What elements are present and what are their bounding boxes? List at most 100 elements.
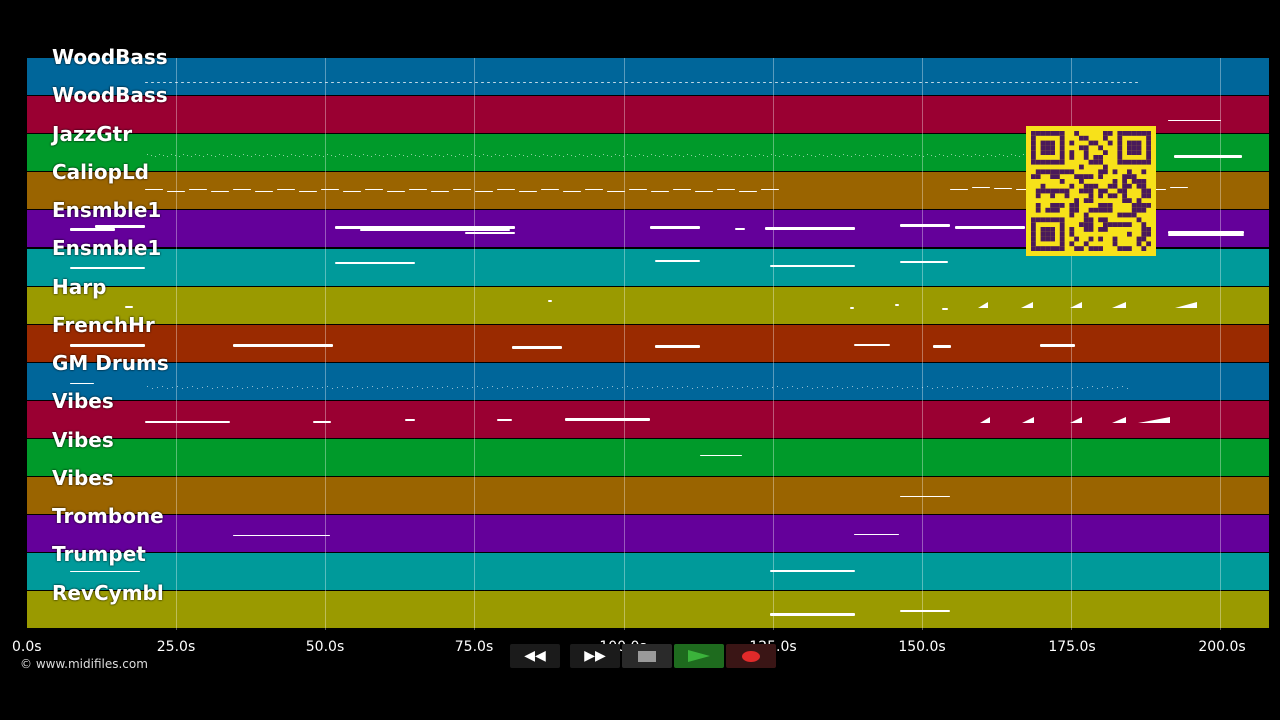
midi-note <box>927 154 928 155</box>
midi-note <box>835 155 836 156</box>
midi-note <box>782 388 783 389</box>
track-lane <box>27 324 1269 363</box>
midi-note <box>295 82 298 83</box>
midi-note <box>817 82 820 83</box>
midi-note <box>917 388 918 389</box>
midi-note <box>517 387 518 388</box>
midi-note <box>987 154 988 155</box>
midi-note <box>319 155 320 156</box>
midi-note <box>853 82 856 83</box>
midi-note <box>805 82 808 83</box>
midi-note <box>852 386 853 387</box>
midi-note <box>239 156 240 157</box>
midi-note <box>367 387 368 388</box>
midi-note <box>251 156 252 157</box>
midi-note <box>733 82 736 83</box>
midi-note <box>875 156 876 157</box>
track-label: Trombone <box>52 504 164 528</box>
midi-note <box>687 386 688 387</box>
midi-note <box>759 154 760 155</box>
midi-note <box>843 154 844 155</box>
midi-note <box>803 156 804 157</box>
midi-note <box>763 82 766 83</box>
midi-note <box>403 82 406 83</box>
midi-note <box>427 155 428 156</box>
midi-note <box>629 189 647 190</box>
midi-note <box>742 387 743 388</box>
midi-note <box>70 228 115 231</box>
midi-note <box>287 156 288 157</box>
midi-note <box>691 82 694 83</box>
midi-note <box>535 155 536 156</box>
midi-note <box>832 387 833 388</box>
midi-note <box>612 386 613 387</box>
midi-note <box>299 156 300 157</box>
fast-forward-button[interactable]: ▶▶ <box>570 644 620 668</box>
midi-note <box>1052 388 1053 389</box>
midi-note <box>313 82 316 83</box>
midi-note <box>829 82 832 83</box>
rewind-button[interactable]: ◀◀ <box>510 644 560 668</box>
track-lane <box>27 439 1269 477</box>
midi-note <box>647 388 648 389</box>
midi-note <box>551 156 552 157</box>
qr-code[interactable] <box>1026 126 1156 256</box>
midi-note <box>203 156 204 157</box>
midi-note <box>902 388 903 389</box>
midi-note <box>559 82 562 83</box>
midi-note <box>947 156 948 157</box>
midi-note <box>619 82 622 83</box>
midi-note <box>277 82 280 83</box>
midi-note <box>763 155 764 156</box>
midi-note <box>379 82 382 83</box>
midi-note <box>871 82 874 83</box>
midi-note <box>362 388 363 389</box>
midi-note <box>539 156 540 157</box>
midi-note <box>637 387 638 388</box>
midi-note <box>407 156 408 157</box>
midi-note <box>331 82 334 83</box>
stop-button[interactable] <box>622 644 672 668</box>
midi-note <box>499 82 502 83</box>
midi-note <box>435 154 436 155</box>
midi-note <box>931 155 932 156</box>
midi-note <box>357 386 358 387</box>
midi-note <box>747 386 748 387</box>
midi-note <box>775 82 778 83</box>
midi-note <box>377 388 378 389</box>
midi-note <box>767 388 768 389</box>
midi-note <box>811 82 814 83</box>
time-tick-label: 75.0s <box>454 639 494 655</box>
midi-note <box>743 156 744 157</box>
midi-note <box>991 82 994 83</box>
midi-note <box>925 82 928 83</box>
midi-note <box>607 191 625 192</box>
midi-note <box>1027 82 1030 83</box>
track-label: Ensmble1 <box>52 198 162 222</box>
play-button[interactable] <box>674 644 724 668</box>
midi-note <box>307 155 308 156</box>
midi-note <box>1111 82 1114 83</box>
midi-note <box>1007 388 1008 389</box>
midi-note <box>703 155 704 156</box>
midi-note <box>287 388 288 389</box>
record-button[interactable] <box>726 644 776 668</box>
midi-note <box>361 82 364 83</box>
midi-note <box>972 187 990 188</box>
midi-note <box>499 155 500 156</box>
midi-note <box>675 154 676 155</box>
midi-note <box>169 82 172 83</box>
midi-note <box>542 388 543 389</box>
midi-note <box>223 155 224 156</box>
midi-note <box>451 82 454 83</box>
midi-note <box>577 82 580 83</box>
midi-note <box>649 82 652 83</box>
midi-note <box>302 388 303 389</box>
midi-note <box>283 155 284 156</box>
midi-note <box>719 156 720 157</box>
time-tick-label: 175.0s <box>1048 639 1096 655</box>
midi-note <box>70 344 145 347</box>
midi-note <box>842 388 843 389</box>
midi-note <box>1127 388 1128 389</box>
midi-note <box>1067 388 1068 389</box>
